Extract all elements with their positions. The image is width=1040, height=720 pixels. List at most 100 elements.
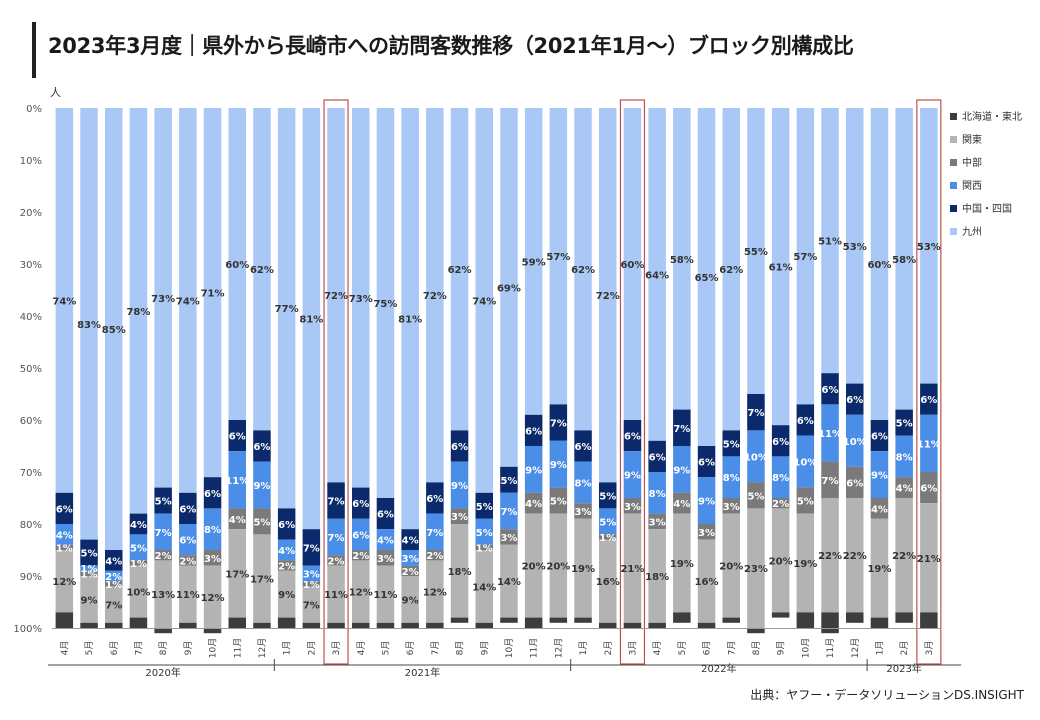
data-label: 2% [352,551,369,562]
bar-segment [821,461,839,498]
data-label: 6% [772,437,789,448]
bar-segment [426,482,444,514]
data-label: 5% [550,497,567,508]
x-tick-label: 2月 [603,641,614,656]
bar-segment [80,576,98,623]
bar-segment [376,622,395,628]
bar-segment [500,492,518,530]
data-label: 61% [769,263,793,274]
bar-segment [500,466,518,493]
bar-segment [771,425,790,457]
data-label: 5% [130,543,147,554]
data-label: 4% [673,499,690,510]
legend-label: 関東 [962,133,982,146]
bar-segment [475,108,493,493]
data-label: 59% [522,257,546,268]
bar-segment [574,108,592,431]
bar-segment [722,456,740,498]
bar-segment [105,581,123,587]
x-tick-label: 11月 [825,638,836,658]
bar-segment [747,394,765,431]
bar-segment [228,420,246,452]
bar-segment [920,383,938,415]
data-label: 17% [225,569,249,580]
bar-segment [327,565,345,623]
legend-label: 九州 [962,226,982,238]
data-label: 16% [695,577,719,588]
bar-segment [870,451,889,498]
bar-segment [450,617,469,623]
bar-segment [796,612,815,628]
data-label: 5% [155,497,172,508]
data-label: 69% [497,283,521,294]
data-label: 9% [624,471,641,482]
data-label: 4% [229,515,246,526]
bar-segment [401,576,419,623]
bar-segment [253,461,271,509]
bar-segment [747,482,765,509]
bar-segment [376,498,395,530]
bar-segment [895,409,913,436]
data-label: 57% [793,252,817,263]
bar-segment [920,503,938,613]
data-label: 4% [105,556,122,567]
data-label: 6% [377,510,394,521]
bar-segment [401,622,419,628]
bar-segment [549,513,568,618]
bar-segment [574,461,592,504]
data-label: 6% [698,458,715,469]
legend-swatch [950,205,957,212]
data-label: 12% [349,588,373,599]
legend-label: 中部 [962,156,982,169]
data-label: 7% [500,507,517,518]
data-label: 4% [896,484,913,495]
data-label: 6% [846,395,863,406]
legend-label: 関西 [962,180,982,192]
bar-segment [179,555,197,566]
bar-segment [253,430,271,462]
data-label: 3% [500,533,517,544]
data-label: 9% [673,465,690,476]
data-label: 73% [349,294,373,305]
data-label: 6% [649,452,666,463]
bar-segment [179,524,197,556]
bar-segment [55,612,74,628]
bar-segment [697,622,716,628]
bar-segment [648,472,666,514]
data-label: 81% [398,315,422,326]
data-label: 72% [324,291,348,302]
bar-segment [796,513,815,613]
y-tick-label: 70% [20,468,42,479]
bar-segment [426,108,444,483]
data-label: 3% [377,554,394,565]
bar-segment [796,108,815,405]
legend-swatch [950,228,957,235]
chart-title: 2023年3月度｜県外から長崎市への訪問客数推移（2021年1月～）ブロック別構… [48,34,854,58]
data-label: 74% [176,296,200,307]
data-label: 6% [525,426,542,437]
bar-segment [129,108,148,514]
bar-segment [549,108,568,405]
data-label: 2% [155,551,172,562]
bar-segment [450,108,469,431]
x-tick-label: 4月 [356,641,367,656]
data-label: 1% [599,533,616,544]
bar-segment [697,524,716,540]
bar-segment [524,446,543,493]
data-label: 19% [867,564,891,575]
bar-segment [129,565,148,618]
data-label: 22% [892,551,916,562]
data-label: 9% [278,590,295,601]
bar-segment [747,628,765,634]
bar-segment [352,622,370,628]
bar-segment [599,108,617,483]
bar-segment [673,612,691,623]
data-label: 3% [451,512,468,523]
bar-segment [129,617,148,628]
data-label: 9% [525,465,542,476]
bar-segment [105,108,123,550]
bar-segment [179,108,197,493]
data-label: 5% [476,502,493,513]
bar-segment [920,414,938,472]
bar-segment [895,108,913,410]
